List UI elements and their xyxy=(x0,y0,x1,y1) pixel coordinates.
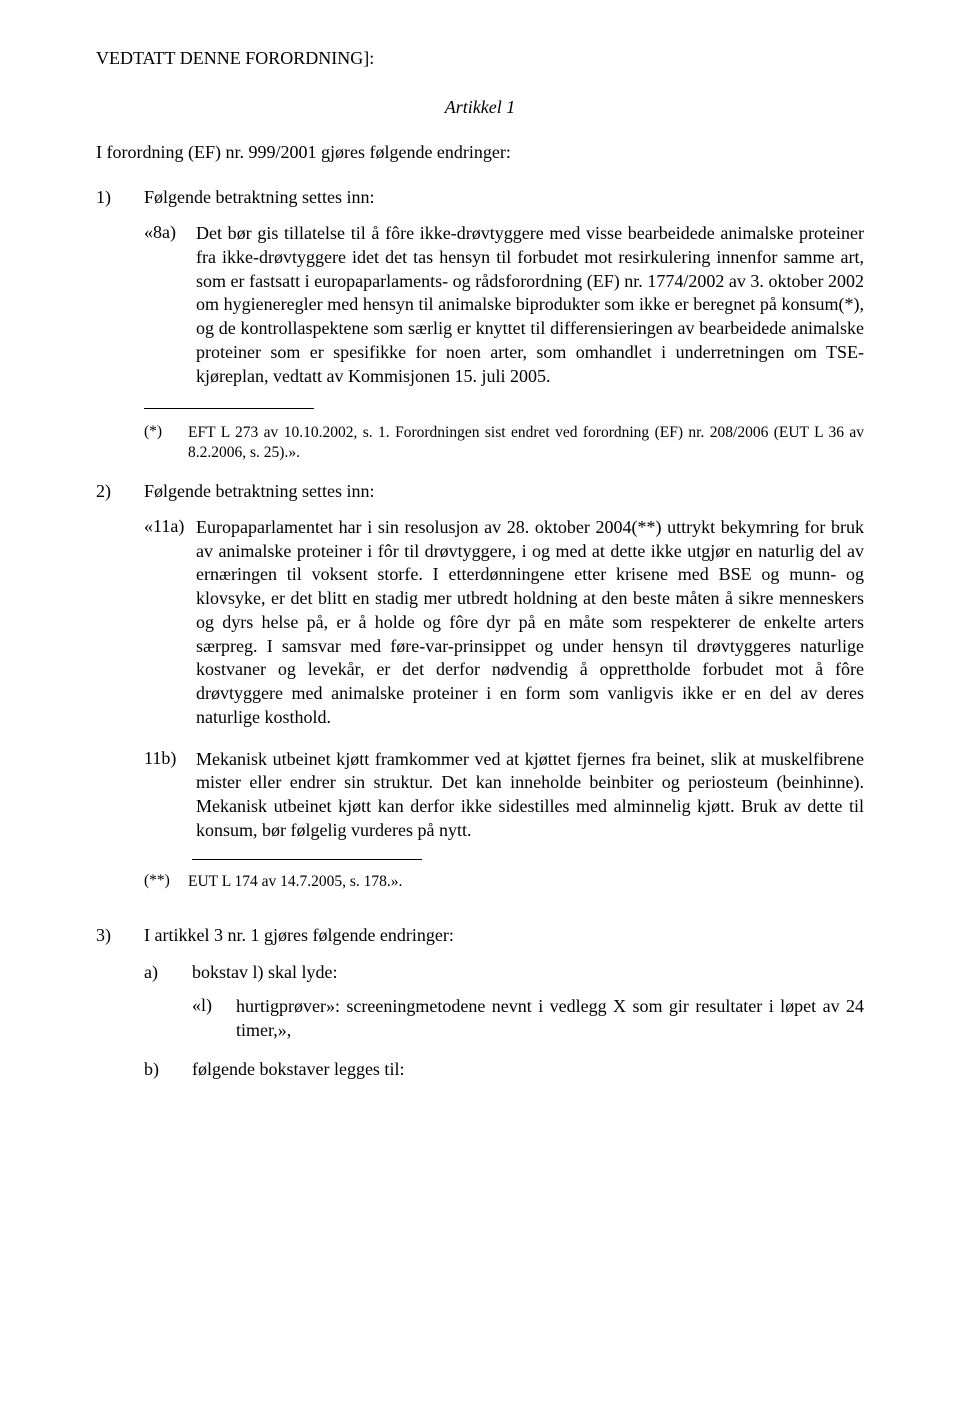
item-1-lead: Følgende betraktning settes inn: xyxy=(144,187,864,208)
footnote-separator-2 xyxy=(192,859,422,860)
item-2-quote-a-text: Europaparlamentet har i sin resolusjon a… xyxy=(196,516,864,730)
item-2-quote-b-row: 11b) Mekanisk utbeinet kjøtt framkommer … xyxy=(144,748,864,843)
item-1-quote: «8a) Det bør gis tillatelse til å fôre i… xyxy=(144,222,864,388)
item-3-content: I artikkel 3 nr. 1 gjøres følgende endri… xyxy=(144,925,864,946)
article-heading: Artikkel 1 xyxy=(96,97,864,118)
footnote-1: (*) EFT L 273 av 10.10.2002, s. 1. Foror… xyxy=(144,423,864,463)
item-1: 1) Følgende betraktning settes inn: «8a)… xyxy=(96,187,864,388)
footnote-1-mark: (*) xyxy=(144,423,188,463)
item-3-sub-a-label: a) xyxy=(144,962,192,983)
item-3-lead: I artikkel 3 nr. 1 gjøres følgende endri… xyxy=(144,925,864,946)
footnote-2-text: EUT L 174 av 14.7.2005, s. 178.». xyxy=(188,872,864,892)
item-1-content: Følgende betraktning settes inn: «8a) De… xyxy=(144,187,864,388)
item-3-sub-a-quote: «l) hurtigprøver»: screeningmetodene nev… xyxy=(192,995,864,1043)
item-3-sub-b: b) følgende bokstaver legges til: xyxy=(144,1059,864,1080)
item-3-sub-a-text: bokstav l) skal lyde: xyxy=(192,962,864,983)
footnote-2-mark: (**) xyxy=(144,872,188,892)
item-3-sub-b-text: følgende bokstaver legges til: xyxy=(192,1059,864,1080)
item-1-quote-label: «8a) xyxy=(144,222,196,388)
item-1-quote-row: «8a) Det bør gis tillatelse til å fôre i… xyxy=(144,222,864,388)
footnote-2: (**) EUT L 174 av 14.7.2005, s. 178.». xyxy=(144,872,864,892)
item-2-quote-a: «11a) Europaparlamentet har i sin resolu… xyxy=(144,516,864,730)
heading-top: VEDTATT DENNE FORORDNING]: xyxy=(96,48,864,69)
item-3-sub-a-quote-label: «l) xyxy=(192,995,236,1043)
item-2: 2) Følgende betraktning settes inn: «11a… xyxy=(96,481,864,910)
item-1-quote-text: Det bør gis tillatelse til å fôre ikke-d… xyxy=(196,222,864,388)
item-2-quote-b: 11b) Mekanisk utbeinet kjøtt framkommer … xyxy=(144,748,864,843)
footnote-separator-1 xyxy=(144,408,314,409)
item-3-sub-a: a) bokstav l) skal lyde: xyxy=(144,962,864,983)
item-3-sub-b-label: b) xyxy=(144,1059,192,1080)
footnote-1-text: EFT L 273 av 10.10.2002, s. 1. Forordnin… xyxy=(188,423,864,463)
intro-line: I forordning (EF) nr. 999/2001 gjøres fø… xyxy=(96,142,864,163)
item-2-lead: Følgende betraktning settes inn: xyxy=(144,481,864,502)
item-2-quote-a-label: «11a) xyxy=(144,516,196,730)
item-3-number: 3) xyxy=(96,925,144,946)
item-2-content: Følgende betraktning settes inn: «11a) E… xyxy=(144,481,864,910)
item-3-sub-a-quote-text: hurtigprøver»: screeningmetodene nevnt i… xyxy=(236,995,864,1043)
item-1-number: 1) xyxy=(96,187,144,388)
item-2-quote-a-row: «11a) Europaparlamentet har i sin resolu… xyxy=(144,516,864,730)
page-container: VEDTATT DENNE FORORDNING]: Artikkel 1 I … xyxy=(0,0,960,1422)
item-2-quote-b-label: 11b) xyxy=(144,748,196,843)
item-2-quote-b-text: Mekanisk utbeinet kjøtt framkommer ved a… xyxy=(196,748,864,843)
item-3: 3) I artikkel 3 nr. 1 gjøres følgende en… xyxy=(96,925,864,946)
item-2-number: 2) xyxy=(96,481,144,910)
